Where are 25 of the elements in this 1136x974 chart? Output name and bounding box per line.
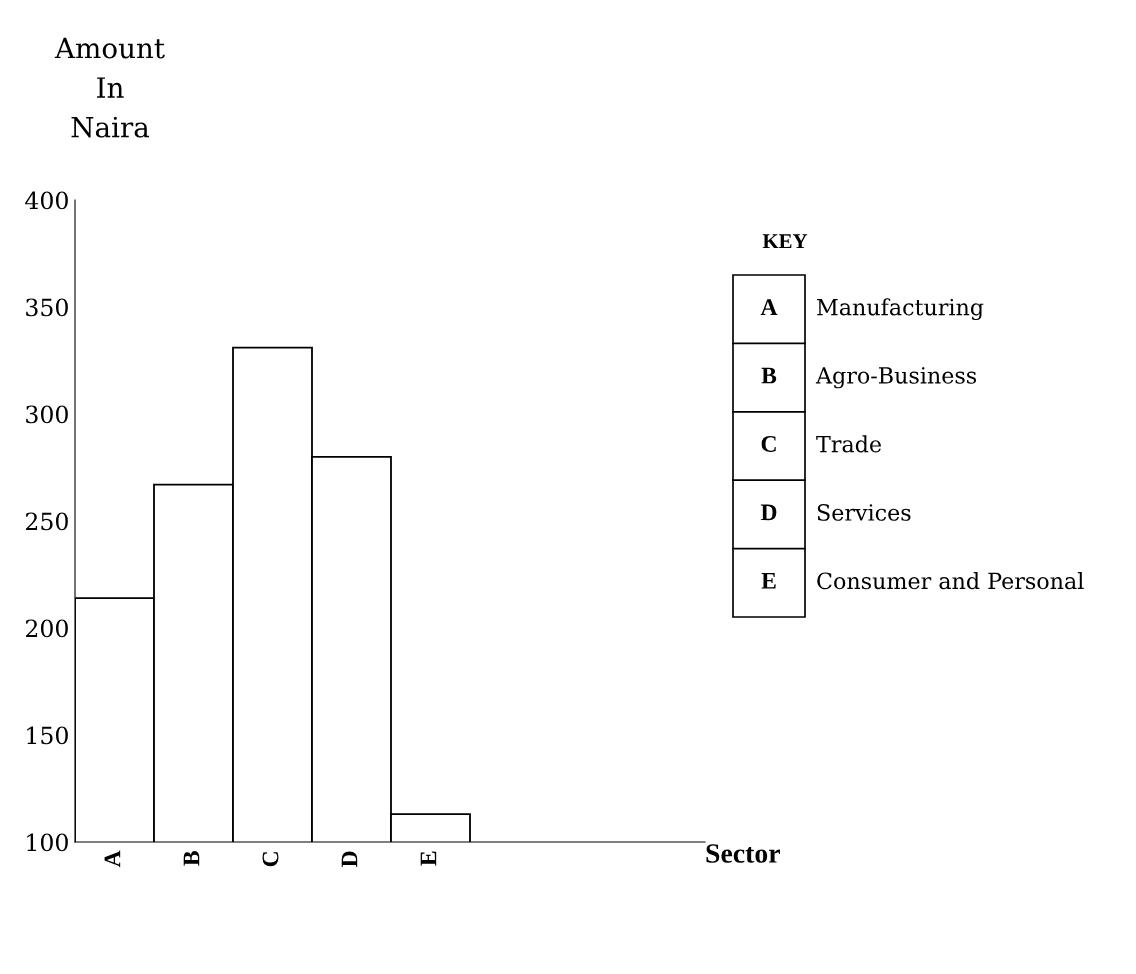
text: Trade bbox=[816, 435, 881, 453]
y-axis-title: Amount In Naira bbox=[54, 37, 165, 138]
y-tick-label: 150 bbox=[27, 726, 68, 745]
category-label: C bbox=[761, 436, 776, 452]
category-label: B bbox=[761, 367, 777, 384]
category-label: D bbox=[760, 504, 777, 521]
y-tick-label: 400 bbox=[25, 191, 68, 210]
x-tick-label: B bbox=[183, 850, 200, 866]
legend-title: KEY bbox=[762, 234, 808, 249]
category-label: E bbox=[761, 573, 776, 589]
text: Sector bbox=[706, 844, 780, 863]
y-tick-label: 350 bbox=[26, 298, 68, 317]
x-tick-label: D bbox=[341, 851, 358, 867]
category-label: A bbox=[760, 299, 778, 315]
y-tick-label: 300 bbox=[26, 405, 68, 424]
y-tick-label: 200 bbox=[25, 619, 68, 638]
text: Services bbox=[817, 504, 911, 521]
x-tick-label: C bbox=[262, 852, 279, 867]
x-tick-label: E bbox=[420, 851, 437, 866]
text: Manufacturing bbox=[817, 298, 984, 321]
text: Consumer and Personal bbox=[817, 572, 1084, 590]
x-tick-label: A bbox=[104, 850, 121, 868]
y-tick-label: 250 bbox=[25, 512, 68, 531]
text: Agro-Business bbox=[815, 367, 977, 389]
y-tick-label: 100 bbox=[27, 833, 68, 852]
